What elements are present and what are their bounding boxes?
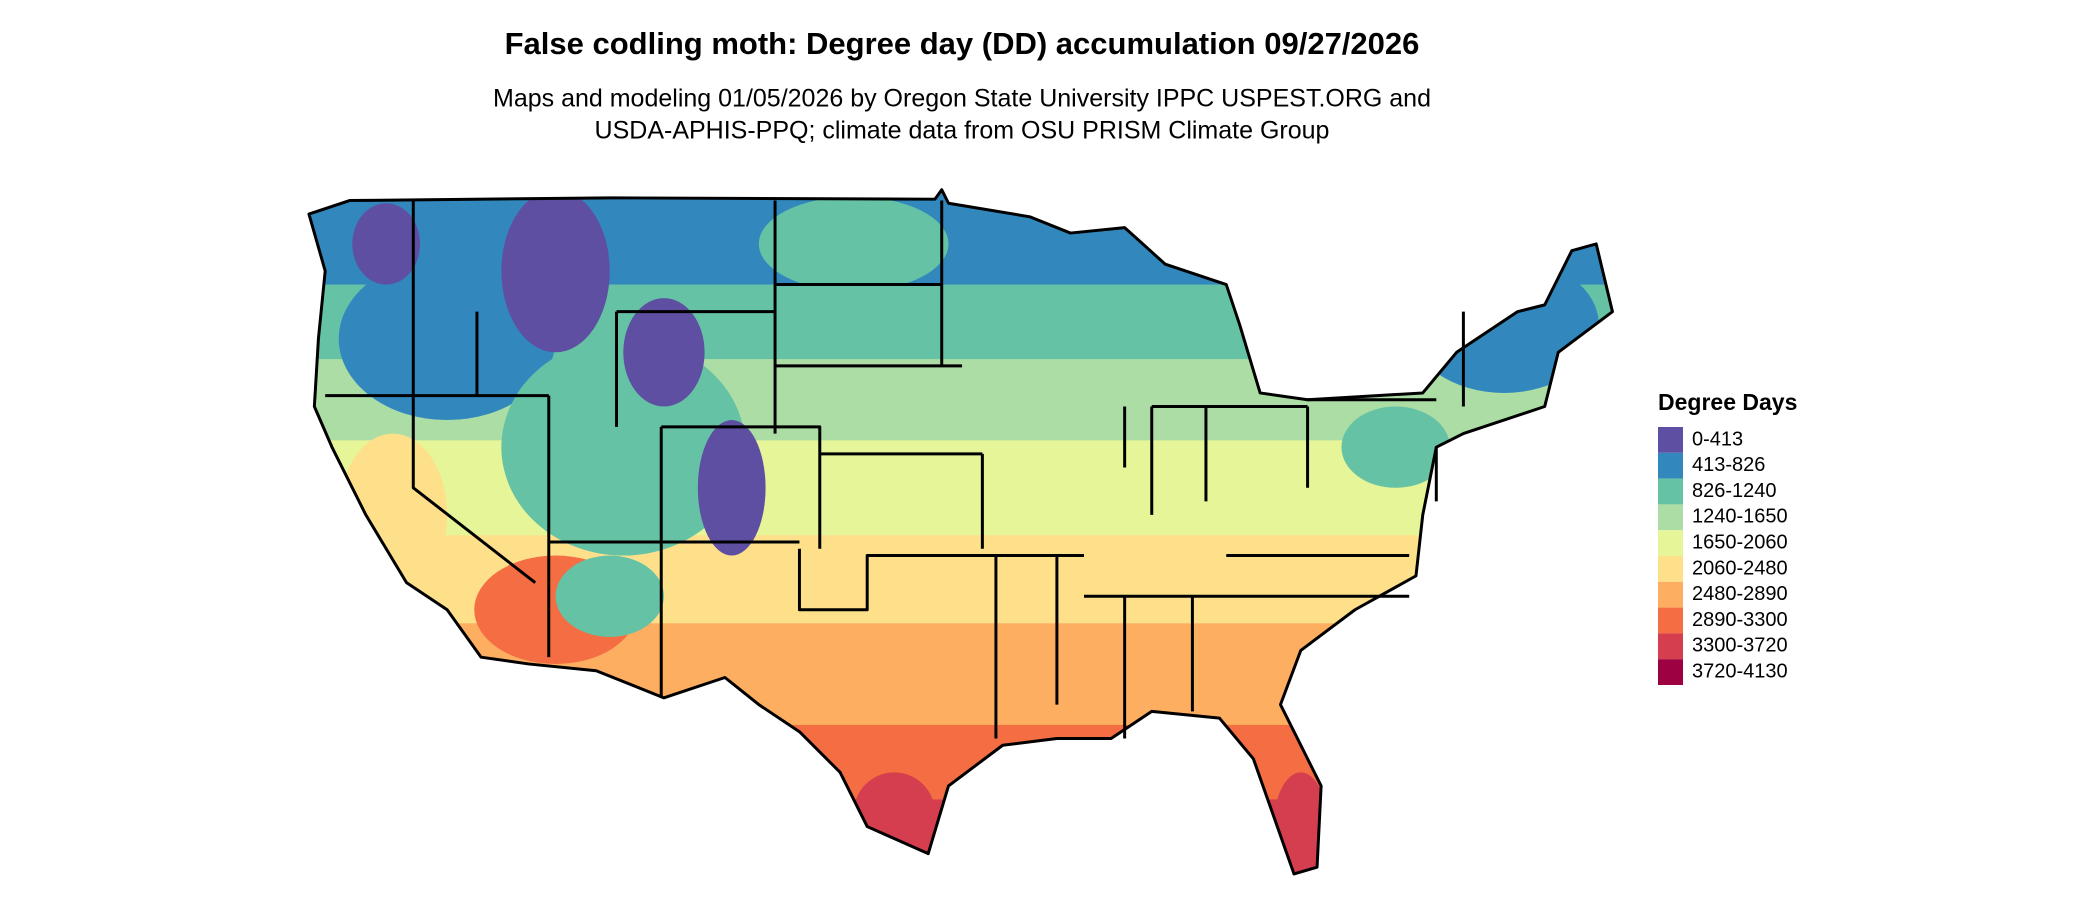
legend-title: Degree Days (1658, 389, 1797, 415)
legend-swatch (1658, 581, 1683, 608)
legend-label: 413-826 (1692, 454, 1765, 476)
legend-swatch (1658, 530, 1683, 556)
legend-swatch (1658, 607, 1683, 634)
legend-label: 3300-3720 (1692, 635, 1788, 657)
legend-swatch (1658, 427, 1683, 453)
legend-swatch (1658, 556, 1683, 582)
us-map (307, 188, 1614, 876)
legend-label: 3720-4130 (1692, 660, 1788, 682)
legend-label: 826-1240 (1692, 480, 1777, 502)
legend-label: 0-413 (1692, 428, 1743, 450)
legend-swatch (1658, 452, 1683, 479)
subtitle: Maps and modeling 01/05/2026 by Oregon S… (493, 85, 1431, 113)
legend-label: 2060-2480 (1692, 557, 1788, 579)
title: False codling moth: Degree day (DD) accu… (505, 26, 1420, 61)
legend-swatch (1658, 504, 1683, 531)
state-borders (307, 188, 1614, 876)
legend: 0-413 413-826 826-1240 1240-1650 1650-2060 20… (1658, 427, 1788, 685)
subtitle: USDA-APHIS-PPQ; climate data from OSU PR… (595, 117, 1330, 145)
legend-swatch (1658, 633, 1683, 660)
legend-swatch (1658, 659, 1683, 685)
legend-label: 2480-2890 (1692, 583, 1788, 605)
legend-swatch (1658, 478, 1683, 505)
legend-label: 1240-1650 (1692, 506, 1788, 528)
legend-label: 2890-3300 (1692, 609, 1788, 631)
legend-label: 1650-2060 (1692, 531, 1788, 553)
